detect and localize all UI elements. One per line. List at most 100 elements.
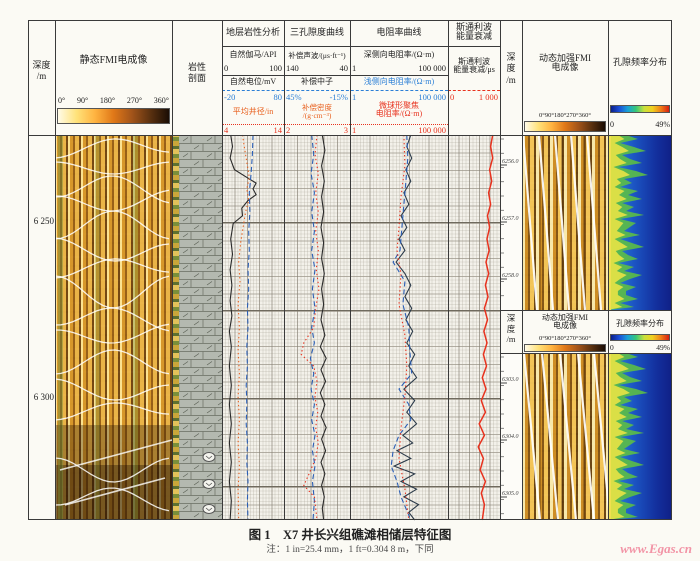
por-max-1: 49% xyxy=(655,120,670,129)
scale1-divider xyxy=(222,75,448,76)
msfl-min: 1 xyxy=(352,125,357,135)
depth-column-header: 深度 /m xyxy=(28,60,55,83)
dyn-fmi-scale-1: 0°90°180°270°360° xyxy=(539,112,591,119)
dyn-fmi-fractures-1 xyxy=(521,134,603,311)
stoneley-label: 斯通利波 能量衰减/μs xyxy=(453,57,495,75)
por-min-2: 0 xyxy=(610,343,614,352)
divider xyxy=(448,20,449,520)
msfl-label: 微球形聚焦 电阻率/(Ω·m) xyxy=(375,101,423,119)
caliper-min: 4 xyxy=(224,125,229,135)
figure-caption: 图 1 X7 井长兴组礁滩相储层特征图 xyxy=(248,528,452,542)
gridline-6300 xyxy=(222,398,500,399)
bioclast-symbols xyxy=(202,452,216,514)
track1-grid xyxy=(222,135,284,520)
right-depth-track-1 xyxy=(500,135,522,310)
caliper-max: 14 xyxy=(273,125,283,135)
title-row-divider xyxy=(222,46,500,47)
deep-res-label: 深侧向电阻率/(Ω·m) xyxy=(363,50,435,59)
caliper-label: 平均井径/in xyxy=(232,107,274,116)
static-fmi-fracture-sinusoids xyxy=(54,135,173,520)
gridline-6275 xyxy=(222,310,500,311)
sp-min: -20 xyxy=(224,92,236,102)
svg-text:6303.0: 6303.0 xyxy=(502,377,519,383)
stoneley-min: 0 xyxy=(450,92,455,102)
lithology-header: 岩性 剖面 xyxy=(187,62,206,84)
por-max-2: 49% xyxy=(656,343,670,352)
neutron-max: -15% xyxy=(329,92,348,102)
gr-max: 100 xyxy=(269,63,282,73)
por-dist-profile-1 xyxy=(608,135,648,310)
neutron-label: 补偿中子 xyxy=(301,77,333,86)
depth-label-6300: 6 300 xyxy=(33,392,54,402)
right-depth-track-2 xyxy=(500,353,522,520)
sonic-min: 140 xyxy=(286,63,299,73)
divider xyxy=(172,20,173,520)
dyn-fmi-image-1 xyxy=(522,135,608,310)
sp-max: 80 xyxy=(273,92,283,102)
gridline-6250 xyxy=(222,222,500,223)
por-title-1: 孔隙频率分布 xyxy=(612,57,667,67)
log-curves xyxy=(228,134,494,521)
track4-title: 斯通利波 能量衰减 xyxy=(455,22,492,42)
shallow-res-min: 1 xyxy=(352,92,357,102)
divider xyxy=(284,20,285,520)
svg-text:6258.0: 6258.0 xyxy=(502,273,519,279)
gr-label: 自然伽马/API xyxy=(229,50,277,59)
depth-label-6250: 6 250 xyxy=(33,216,54,226)
sonic-label: 补偿声波/(μs·ft⁻¹) xyxy=(288,51,346,60)
dyn-fmi-colorbar-2 xyxy=(524,344,606,352)
por-colorbar-2 xyxy=(610,334,670,341)
lithology-color-strip xyxy=(172,135,179,520)
dyn-fmi-scale-2: 0°90°180°270°360° xyxy=(539,335,591,342)
neutron-min: 45% xyxy=(286,92,302,102)
shallow-res-label: 浅侧向电阻率/(Ω·m) xyxy=(363,77,435,86)
stoneley-scale-line xyxy=(448,90,500,91)
svg-text:6257.0: 6257.0 xyxy=(502,216,519,222)
por-dist-profile-2 xyxy=(608,353,648,520)
lithology-column xyxy=(179,135,222,520)
dyn-fmi-title-1: 动态加强FMI 电成像 xyxy=(538,53,591,73)
sonic-max: 40 xyxy=(339,63,349,73)
track4-grid xyxy=(448,135,500,520)
track2-title: 三孔隙度曲线 xyxy=(289,27,344,37)
shallow-res-max: 100 000 xyxy=(418,92,446,102)
divider xyxy=(608,20,609,520)
right-depth-header-1: 深 度 /m xyxy=(506,52,516,85)
deep-res-max: 100 000 xyxy=(418,63,446,73)
static-fmi-colorbar xyxy=(57,108,170,124)
dyn-fmi-fractures-2 xyxy=(522,352,612,521)
static-fmi-scale: 0° 90° 180° 270° 360° xyxy=(58,96,169,105)
panel2-top-divider xyxy=(500,310,672,311)
msfl-max: 100 000 xyxy=(418,125,446,135)
density-max: 3 xyxy=(343,125,348,135)
sp-label: 自然电位/mV xyxy=(229,77,277,86)
depth-unit: /m xyxy=(36,71,47,82)
right-depth-ticks-2: 6303.0 6304.0 6305.0 xyxy=(500,356,519,515)
divider xyxy=(222,20,223,520)
divider xyxy=(522,20,523,520)
stoneley-max: 1 000 xyxy=(478,92,498,102)
track3-grid xyxy=(350,135,448,520)
svg-text:6305.0: 6305.0 xyxy=(502,491,519,497)
gr-min: 0 xyxy=(224,63,229,73)
por-min-1: 0 xyxy=(610,120,614,129)
dyn-fmi-colorbar-1 xyxy=(524,121,606,132)
gridline-6325 xyxy=(222,486,500,487)
divider xyxy=(350,20,351,520)
svg-text:6304.0: 6304.0 xyxy=(502,433,519,440)
header-body-divider xyxy=(28,135,672,136)
svg-text:6256.0: 6256.0 xyxy=(502,159,519,165)
density-label: 补偿密度 /(g·cm⁻³) xyxy=(302,103,332,120)
site-watermark: www.Egas.cn xyxy=(620,541,692,556)
density-min: 2 xyxy=(286,125,291,135)
depth-title: 深度 xyxy=(32,60,51,70)
red-scale-line xyxy=(222,124,448,125)
right-depth-header-2: 深 度 /m xyxy=(506,313,516,345)
por-colorbar-1 xyxy=(610,105,670,113)
track3-title: 电阻率曲线 xyxy=(376,27,422,37)
por-title-2: 孔隙频率分布 xyxy=(616,319,664,328)
blue-scale-line xyxy=(222,90,448,91)
panel2-header-divider xyxy=(500,353,672,354)
static-fmi-title: 静态FMI电成像 xyxy=(79,55,148,66)
